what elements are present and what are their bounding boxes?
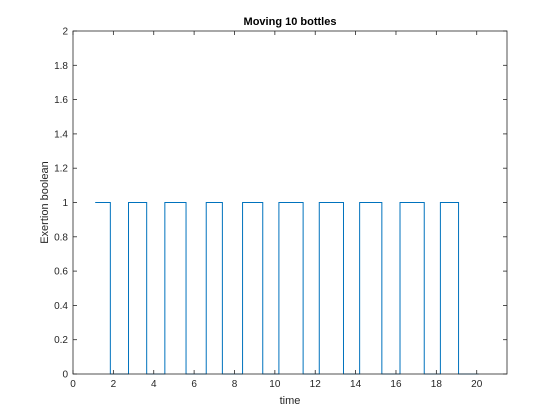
y-tick-label: 0 [62, 370, 68, 381]
x-tick-label: 10 [269, 379, 281, 390]
y-tick-label: 2 [62, 27, 68, 38]
y-tick-label: 1.8 [54, 61, 68, 72]
y-tick-label: 1 [62, 198, 68, 209]
y-axis-label: Exertion boolean [39, 161, 51, 244]
y-axis-ticks: 0 0.2 0.4 0.6 0.8 1 1.2 1.4 1.6 1.8 2 [54, 27, 507, 381]
y-tick-label: 1.4 [54, 129, 68, 140]
y-tick-label: 0.4 [54, 301, 68, 312]
x-tick-label: 0 [70, 379, 76, 390]
x-tick-label: 6 [191, 379, 197, 390]
x-tick-label: 16 [390, 379, 402, 390]
x-tick-label: 2 [111, 379, 117, 390]
x-tick-label: 18 [431, 379, 443, 390]
x-tick-label: 14 [350, 379, 362, 390]
x-axis-ticks: 0 2 4 6 8 10 12 14 16 18 20 [70, 31, 483, 390]
x-tick-label: 20 [471, 379, 483, 390]
y-tick-label: 0.2 [54, 335, 68, 346]
y-tick-label: 0.6 [54, 267, 68, 278]
y-tick-label: 1.6 [54, 95, 68, 106]
x-axis-label: time [280, 395, 301, 407]
y-tick-label: 0.8 [54, 232, 68, 243]
x-tick-label: 12 [310, 379, 322, 390]
x-tick-label: 8 [232, 379, 238, 390]
y-tick-label: 1.2 [54, 164, 68, 175]
x-tick-label: 4 [151, 379, 157, 390]
chart-title: Moving 10 bottles [244, 16, 337, 28]
